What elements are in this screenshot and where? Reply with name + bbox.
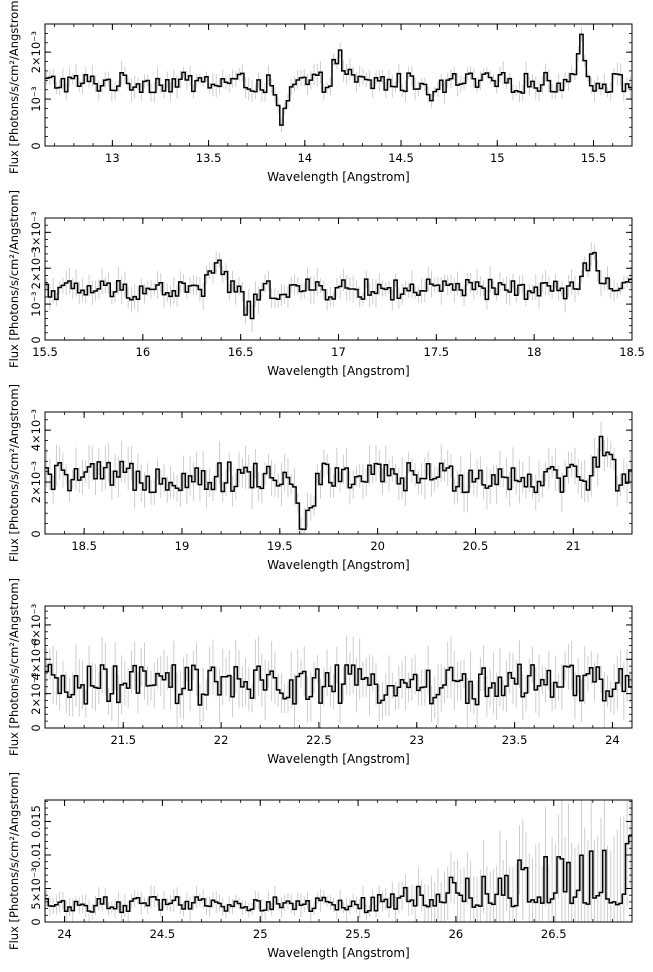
x-axis-label: Wavelength [Angstrom] — [267, 170, 409, 184]
x-axis-label: Wavelength [Angstrom] — [267, 364, 409, 378]
y-tick-label: 0 — [29, 918, 43, 925]
x-tick-label: 23 — [409, 733, 424, 747]
x-tick-label: 13 — [105, 151, 120, 165]
x-tick-label: 26.5 — [541, 927, 567, 941]
x-tick-label: 22 — [214, 733, 229, 747]
x-axis-label: Wavelength [Angstrom] — [267, 946, 409, 960]
spectrum-data — [45, 635, 632, 728]
x-tick-label: 25 — [253, 927, 268, 941]
x-tick-label: 17.5 — [424, 345, 450, 359]
y-tick-label: 6×10⁻³ — [29, 603, 43, 646]
x-tick-label: 18.5 — [71, 539, 97, 553]
x-tick-label: 15 — [490, 151, 505, 165]
y-tick-label: 3×10⁻³ — [29, 211, 43, 254]
spectrum-data — [45, 26, 632, 132]
x-tick-label: 18.5 — [619, 345, 645, 359]
y-tick-label: 4×10⁻³ — [29, 638, 43, 681]
x-tick-label: 16.5 — [228, 345, 254, 359]
y-tick-label: 0.01 — [29, 842, 43, 868]
x-tick-label: 14 — [297, 151, 312, 165]
y-tick-label: 0 — [29, 530, 43, 537]
spectrum-data — [45, 800, 632, 922]
y-tick-label: 2×10⁻³ — [29, 672, 43, 715]
x-tick-label: 17 — [331, 345, 346, 359]
y-tick-label: 0 — [29, 336, 43, 343]
y-tick-label: 4×10⁻³ — [29, 409, 43, 452]
spectrum-line — [45, 435, 632, 531]
spectrum-line — [45, 33, 632, 126]
y-tick-label: 2×10⁻³ — [29, 461, 43, 504]
y-axis-label: Flux [Photons/s/cm²/Angstrom] — [7, 384, 21, 562]
spectrum-panel-5: 24 24.5 25 25.5 26 26.5 0 5×10⁻³0.01 0.015 Wavele… — [7, 772, 633, 960]
y-tick-label: 0 — [29, 142, 43, 149]
y-axis-label: Flux [Photons/s/cm²/Angstrom] — [7, 578, 21, 756]
x-tick-label: 14.5 — [388, 151, 414, 165]
x-tick-label: 18 — [527, 345, 542, 359]
x-tick-label: 22.5 — [306, 733, 332, 747]
x-tick-label: 26 — [449, 927, 464, 941]
spectrum-panel-2: 15.5 16 16.5 17 17.5 18 18.5 0 10⁻³2×10⁻³3×10⁻³ W… — [7, 190, 645, 378]
y-axis-label: Flux [Photons/s/cm²/Angstrom] — [7, 772, 21, 950]
x-tick-label: 19 — [175, 539, 190, 553]
x-tick-label: 24 — [57, 927, 72, 941]
y-tick-label: 2×10⁻³ — [29, 247, 43, 290]
x-tick-label: 25.5 — [345, 927, 371, 941]
y-tick-label: 0.015 — [29, 805, 43, 838]
spectrum-data — [45, 242, 632, 332]
x-axis-label: Wavelength [Angstrom] — [267, 558, 409, 572]
y-tick-label: 10⁻³ — [29, 86, 43, 112]
spectrum-panel-4: 21.5 22 22.5 23 23.5 24 0 2×10⁻³4×10⁻³6×10⁻³ Wav… — [7, 578, 633, 766]
x-tick-label: 21.5 — [110, 733, 136, 747]
x-tick-label: 15.5 — [32, 345, 58, 359]
spectrum-panel-1: 13 13.5 14 14.5 15 15.5 0 10⁻³ 2×10⁻³ Wavelength … — [7, 0, 633, 184]
y-axis-label: Flux [Photons/s/cm²/Angstrom] — [7, 190, 21, 368]
y-tick-label: 10⁻³ — [29, 291, 43, 317]
y-tick-label: 0 — [29, 724, 43, 731]
x-tick-label: 24 — [605, 733, 620, 747]
x-tick-label: 16 — [136, 345, 151, 359]
x-tick-label: 24.5 — [150, 927, 176, 941]
x-tick-label: 19.5 — [267, 539, 293, 553]
y-tick-label: 5×10⁻³ — [29, 867, 43, 910]
x-tick-label: 21 — [566, 539, 581, 553]
spectrum-line — [45, 663, 632, 706]
plot-frame — [44, 217, 633, 341]
x-tick-label: 15.5 — [581, 151, 607, 165]
plot-frame — [44, 23, 633, 147]
x-tick-label: 23.5 — [502, 733, 528, 747]
x-axis-label: Wavelength [Angstrom] — [267, 752, 409, 766]
x-tick-label: 20 — [370, 539, 385, 553]
y-axis-label: Flux [Photons/s/cm²/Angstrom] — [7, 0, 21, 174]
x-tick-label: 20.5 — [463, 539, 489, 553]
spectrum-line — [45, 251, 632, 320]
spectrum-line — [45, 835, 632, 914]
spectrum-panel-3: 18.5 19 19.5 20 20.5 21 0 2×10⁻³ 4×10⁻³ Wavelengt… — [7, 384, 633, 572]
spectrum-data — [45, 421, 632, 534]
x-tick-label: 13.5 — [196, 151, 222, 165]
y-tick-label: 2×10⁻³ — [29, 31, 43, 74]
